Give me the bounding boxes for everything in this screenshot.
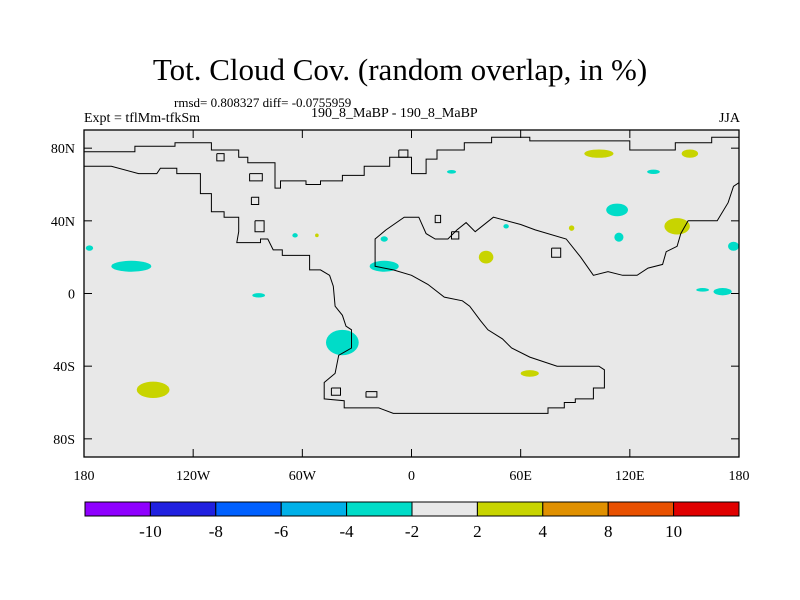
field-patch-4 bbox=[369, 260, 399, 272]
field-patch-0 bbox=[111, 260, 152, 272]
field-patch-15 bbox=[584, 149, 614, 158]
pangea-coastline bbox=[84, 165, 739, 414]
island-outline-2 bbox=[250, 196, 260, 205]
field-patch-13 bbox=[713, 288, 732, 296]
field-patch-3 bbox=[325, 329, 359, 356]
colorbar-label-4: -2 bbox=[405, 522, 419, 541]
field-patch-19 bbox=[520, 370, 539, 377]
colorbar-swatch-5 bbox=[411, 501, 478, 517]
colorbar-label-2: -6 bbox=[274, 522, 288, 541]
colorbar-swatch-7 bbox=[542, 501, 609, 517]
colorbar-swatch-0 bbox=[84, 501, 151, 517]
colorbar-label-8: 10 bbox=[665, 522, 682, 541]
chart-title: Tot. Cloud Cov. (random overlap, in %) bbox=[152, 52, 648, 87]
field-patch-14 bbox=[503, 224, 509, 229]
x-tick-label-6: 180 bbox=[729, 469, 750, 484]
y-tick-label-4: 80S bbox=[53, 433, 75, 448]
colorbar-swatch-3 bbox=[280, 501, 348, 517]
field-patch-18 bbox=[478, 250, 494, 264]
colorbar-label-1: -8 bbox=[209, 522, 223, 541]
y-tick-label-3: 40S bbox=[53, 360, 75, 375]
colorbar-swatch-8 bbox=[607, 501, 675, 517]
island-outline-8 bbox=[330, 387, 341, 396]
field-patch-22 bbox=[315, 233, 319, 238]
field-patch-12 bbox=[696, 288, 709, 292]
colorbar-swatch-2 bbox=[215, 501, 282, 517]
difference-field bbox=[85, 149, 739, 398]
field-patch-9 bbox=[614, 232, 624, 242]
y-tick-label-2: 0 bbox=[68, 288, 75, 303]
field-patch-6 bbox=[292, 233, 298, 238]
experiment-label: Expt = tflMm-tfkSm bbox=[84, 111, 201, 126]
island-outline-1 bbox=[249, 173, 263, 182]
map-background bbox=[84, 130, 739, 457]
colorbar-label-0: -10 bbox=[139, 522, 162, 541]
x-tick-label-3: 0 bbox=[408, 469, 415, 484]
island-outline-5 bbox=[434, 214, 442, 224]
x-tick-label-1: 120W bbox=[176, 469, 211, 484]
colorbar-swatch-6 bbox=[476, 501, 544, 517]
x-tick-label-0: 180 bbox=[74, 469, 95, 484]
island-outline-4 bbox=[398, 149, 409, 158]
field-patch-1 bbox=[85, 245, 94, 251]
field-patch-20 bbox=[136, 381, 170, 398]
field-patch-2 bbox=[252, 293, 266, 298]
x-tick-label-4: 60E bbox=[509, 469, 532, 484]
island-outline-0 bbox=[216, 153, 225, 162]
field-patch-5 bbox=[380, 236, 388, 242]
colorbar-label-6: 4 bbox=[539, 522, 548, 541]
colorbar-swatch-1 bbox=[149, 501, 217, 517]
island-outline-3 bbox=[254, 220, 265, 233]
colorbar: -10 -8 -6 -4 -2 2 4 8 10 bbox=[84, 501, 740, 541]
y-axis: 80N 40N 0 40S 80S bbox=[51, 142, 739, 448]
colorbar-label-5: 2 bbox=[473, 522, 482, 541]
field-patch-16 bbox=[681, 149, 699, 158]
field-patch-8 bbox=[606, 203, 629, 217]
colorbar-label-3: -4 bbox=[340, 522, 355, 541]
x-tick-label-2: 60W bbox=[289, 469, 317, 484]
colorbar-swatch-9 bbox=[673, 501, 740, 517]
x-tick-label-5: 120E bbox=[615, 469, 645, 484]
y-tick-label-0: 80N bbox=[51, 142, 75, 157]
colorbar-swatch-4 bbox=[346, 501, 413, 517]
field-patch-11 bbox=[728, 241, 739, 251]
field-patch-21 bbox=[568, 225, 575, 231]
rmsd-diff-stats: rmsd= 0.808327 diff= -0.0755959 bbox=[174, 95, 352, 110]
island-outline-6 bbox=[451, 231, 460, 240]
field-patch-10 bbox=[647, 169, 660, 174]
colorbar-label-7: 8 bbox=[604, 522, 613, 541]
paleo-coastlines bbox=[84, 130, 739, 414]
x-axis: 180 120W 60W 0 60E 120E 180 bbox=[74, 130, 750, 484]
island-outline-7 bbox=[551, 247, 562, 258]
field-patch-17 bbox=[664, 218, 690, 235]
y-tick-label-1: 40N bbox=[51, 215, 75, 230]
run-comparison-label: 190_8_MaBP - 190_8_MaBP bbox=[311, 106, 478, 121]
arctic-coastline bbox=[84, 130, 739, 189]
field-patch-7 bbox=[446, 169, 457, 174]
season-label: JJA bbox=[718, 111, 740, 126]
island-outline-9 bbox=[365, 391, 378, 398]
